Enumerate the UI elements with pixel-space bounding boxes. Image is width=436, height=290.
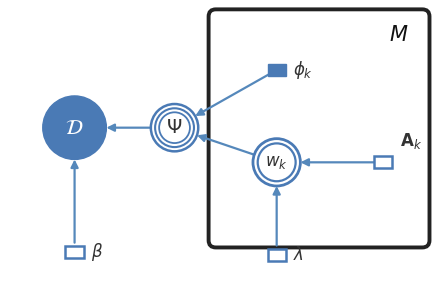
Text: $\Psi$: $\Psi$ (167, 118, 183, 137)
Bar (268, 249, 286, 261)
Bar (374, 156, 392, 168)
Text: $\beta$: $\beta$ (91, 241, 103, 263)
Text: $\lambda$: $\lambda$ (293, 246, 304, 264)
Text: M: M (389, 25, 407, 45)
Bar (65, 246, 84, 258)
Circle shape (43, 96, 106, 160)
Bar (268, 64, 286, 76)
Text: $w_k$: $w_k$ (266, 153, 288, 171)
Text: $\mathbf{A}_k$: $\mathbf{A}_k$ (400, 131, 422, 151)
Text: $\mathcal{D}$: $\mathcal{D}$ (65, 118, 84, 138)
Text: $\phi_k$: $\phi_k$ (293, 59, 313, 81)
